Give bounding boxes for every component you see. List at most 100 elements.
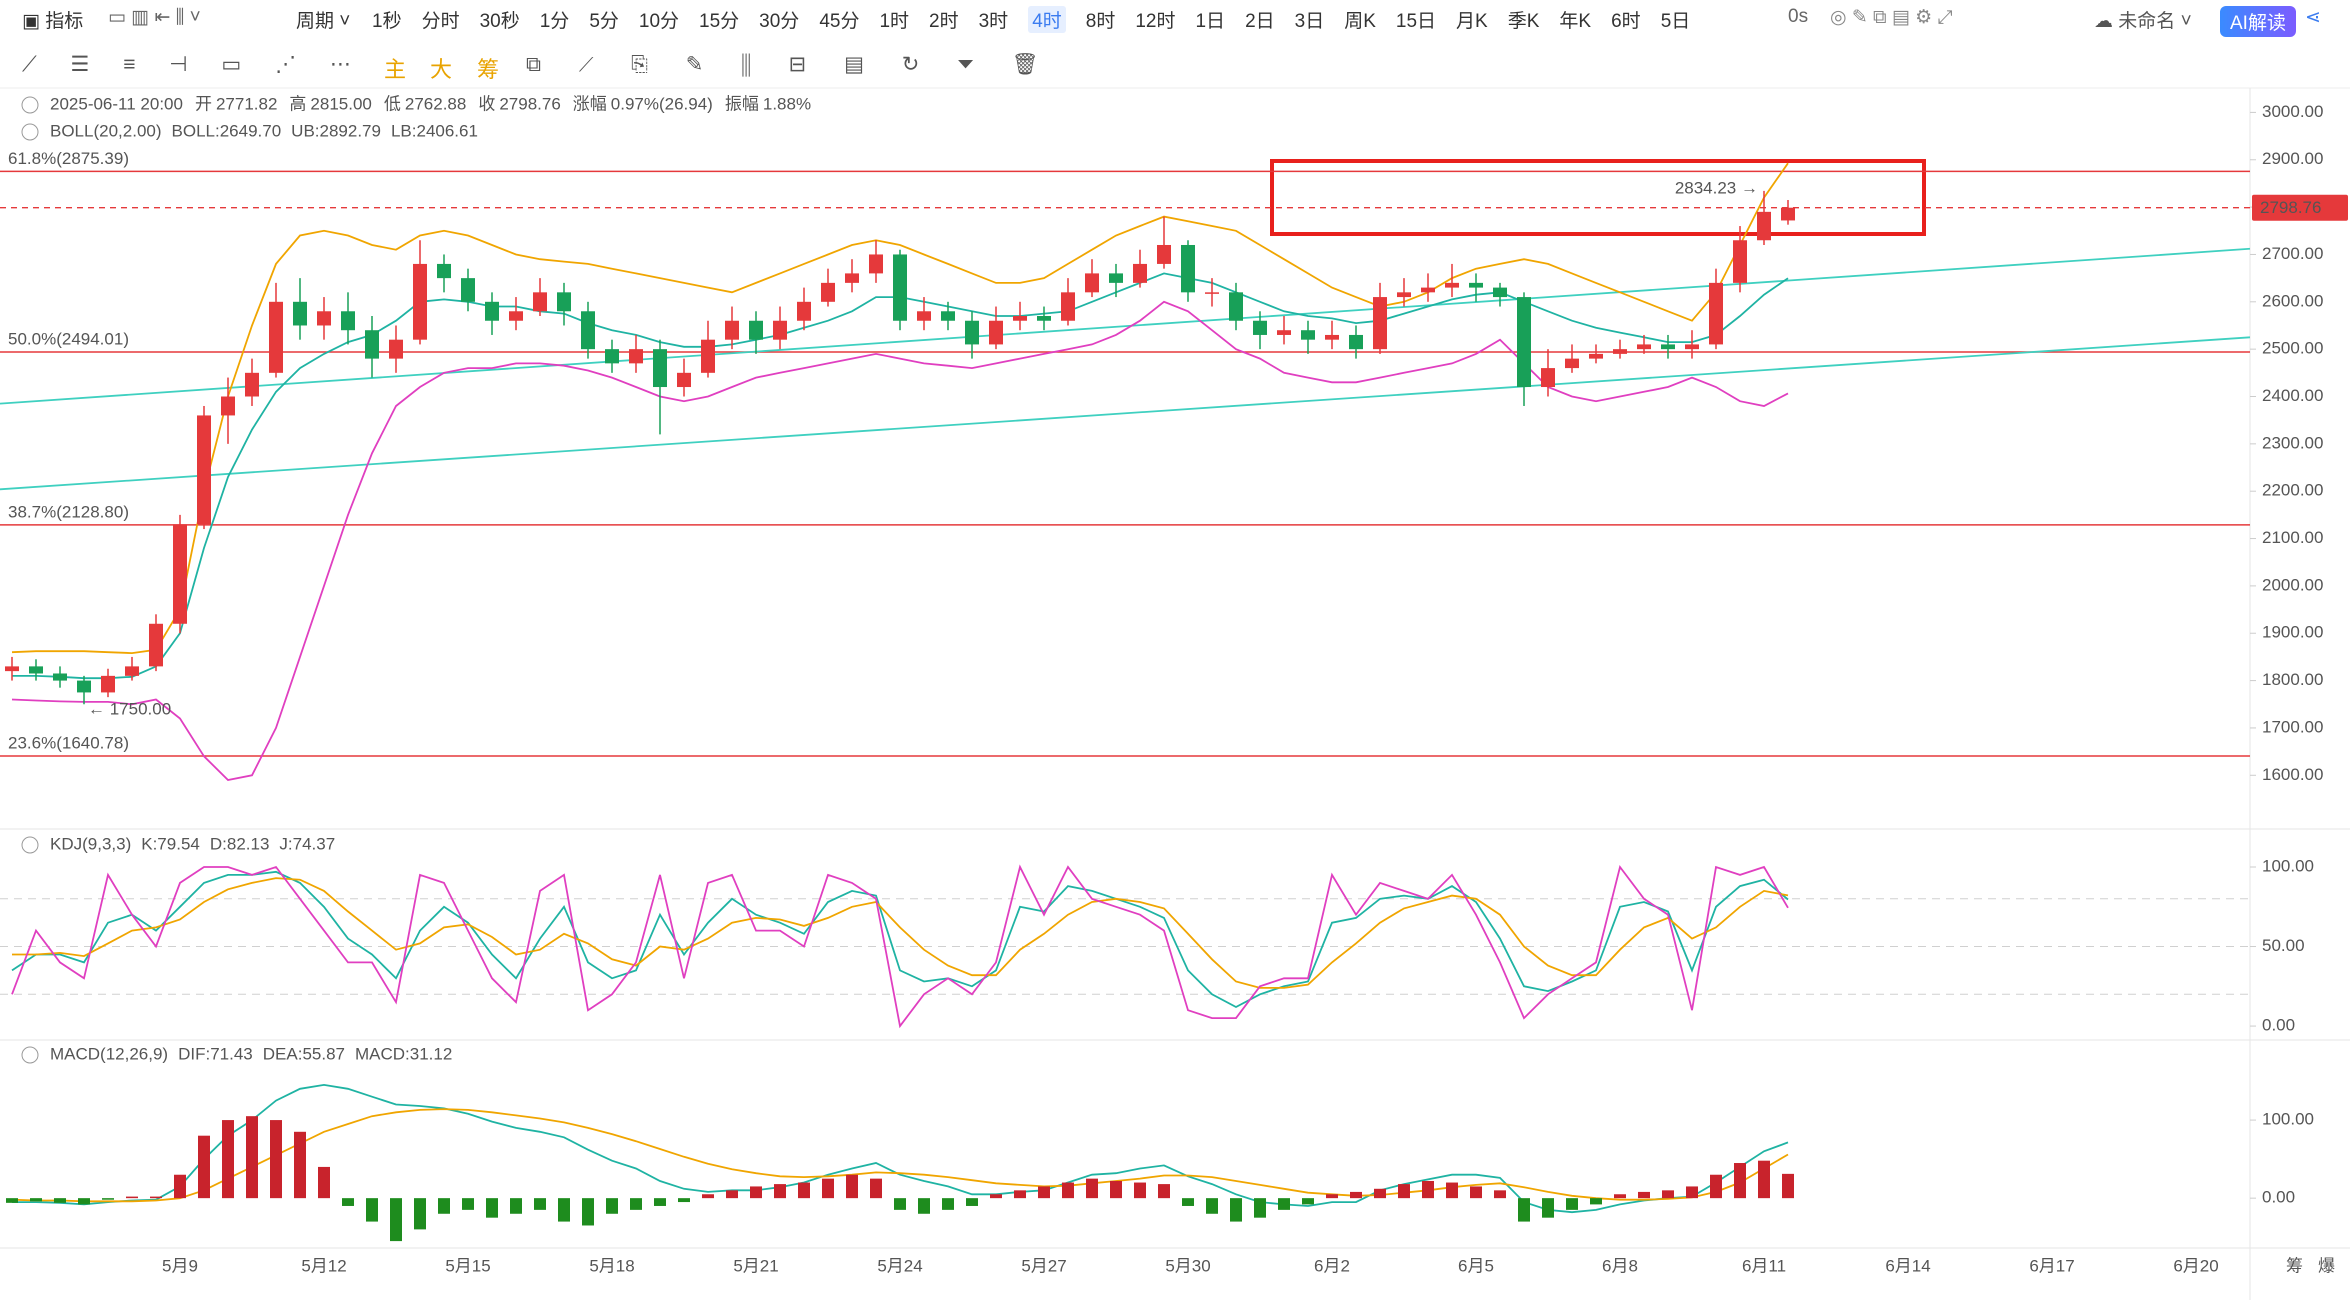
macd-bar xyxy=(462,1198,474,1210)
macd-line xyxy=(11,1108,1789,1203)
ai-button[interactable]: AI解读 xyxy=(2220,6,2296,37)
candle-body xyxy=(1733,240,1747,283)
field-value: 1.88% xyxy=(763,94,811,113)
interval-button[interactable]: 1分 xyxy=(539,11,570,32)
interval-button[interactable]: 12时 xyxy=(1135,11,1176,32)
x-tick-label: 6月8 xyxy=(1602,1256,1638,1275)
interval-button[interactable]: 1日 xyxy=(1195,11,1226,32)
candle-body xyxy=(365,330,379,359)
candle-body xyxy=(1109,273,1123,283)
icon-group[interactable]: ▭ ▥ ⇤ ⫼ ˅ xyxy=(108,7,201,28)
interval-button[interactable]: 30秒 xyxy=(479,11,520,32)
interval-button[interactable]: 分时 xyxy=(421,11,460,32)
field-label: 振幅 xyxy=(725,94,759,113)
y-tick-label: 1900.00 xyxy=(2262,623,2323,642)
macd-bar xyxy=(1422,1180,1434,1199)
candle-body xyxy=(389,339,403,359)
interval-button[interactable]: 5日 xyxy=(1660,11,1691,32)
interval-button[interactable]: 10分 xyxy=(638,11,680,32)
candle-body xyxy=(509,311,523,321)
draw-tools[interactable]: ⟋ ☰ ≡ ⊣ ▭ ⋰ ⋯ xyxy=(22,53,365,76)
chip-tool[interactable]: 筹 xyxy=(477,57,500,82)
collapse-icon[interactable] xyxy=(21,836,39,854)
candle-body xyxy=(125,666,139,676)
field-value: 2762.88 xyxy=(405,94,466,113)
macd-bar xyxy=(654,1198,666,1206)
big-tool[interactable]: 大 xyxy=(430,57,453,82)
interval-button[interactable]: 4时 xyxy=(1028,6,1066,33)
macd-bar xyxy=(726,1190,738,1199)
x-tick-label: 6月5 xyxy=(1458,1256,1494,1275)
highlight-box xyxy=(1270,159,1926,236)
candle-body xyxy=(773,320,787,340)
period-text[interactable]: 周期 xyxy=(296,11,335,32)
macd-bar xyxy=(1182,1198,1194,1206)
candle-body xyxy=(1757,211,1771,241)
side-label[interactable]: 筹 xyxy=(2286,1256,2303,1275)
interval-button[interactable]: 15分 xyxy=(699,11,740,32)
y-tick-label: 2300.00 xyxy=(2262,433,2323,452)
main-tool[interactable]: 主 xyxy=(384,57,407,82)
period-button[interactable]: 周期 ˅ xyxy=(296,11,351,32)
collapse-icon[interactable] xyxy=(21,1046,39,1064)
toolbar: ▣ 指标 ▭ ▥ ⇤ ⫼ ˅ 周期 ˅ 1秒 分时 30秒 1分 5分 10分 15分 30分… xyxy=(0,0,2350,40)
layout-name[interactable]: 未命名 xyxy=(2118,11,2176,32)
macd-bar xyxy=(270,1120,282,1199)
tool-icons[interactable]: ◎ ✎ ⧉ ▤ ⚙ ⤢ xyxy=(1830,7,1953,28)
candle-body xyxy=(917,311,931,321)
macd-bar xyxy=(1614,1194,1626,1199)
macd-bar xyxy=(606,1198,618,1214)
interval-button[interactable]: 2时 xyxy=(929,11,959,32)
candle-body xyxy=(1157,244,1171,264)
candle-body xyxy=(1541,368,1555,388)
field-value: 2771.82 xyxy=(216,94,277,113)
macd-bar xyxy=(1758,1160,1770,1199)
macd-bar xyxy=(1590,1198,1602,1205)
interval-button[interactable]: 1秒 xyxy=(372,11,402,32)
side-label[interactable]: 爆 xyxy=(2318,1256,2335,1275)
candle-body xyxy=(677,372,691,388)
extreme-label: ← 1750.00 xyxy=(88,700,171,719)
share-icon[interactable]: ⋖ xyxy=(2305,7,2321,28)
interval-button[interactable]: 2日 xyxy=(1245,11,1275,32)
interval-button[interactable]: 月K xyxy=(1456,11,1488,32)
candle-body xyxy=(197,415,211,525)
macd-bar xyxy=(294,1131,306,1199)
x-tick-label: 6月20 xyxy=(2173,1256,2218,1275)
candle-body xyxy=(1421,287,1435,293)
interval-button[interactable]: 45分 xyxy=(819,11,860,32)
y-tick-label: 2700.00 xyxy=(2262,244,2323,263)
macd-bar xyxy=(846,1174,858,1199)
interval-button[interactable]: 3日 xyxy=(1294,11,1325,32)
macd-line xyxy=(12,1083,1789,1214)
candle-body xyxy=(221,396,235,416)
layout-button[interactable]: ☁ 未命名 ˅ xyxy=(2094,11,2192,32)
pane-title: MACD(12,26,9) xyxy=(50,1044,168,1063)
more-tools[interactable]: ⧉ ⟋ ⎘ ✎ ⫼ ⊟ ▤ ↻ ⏷ 🗑 xyxy=(526,53,1055,76)
interval-button[interactable]: 8时 xyxy=(1085,11,1116,32)
candle-body xyxy=(245,372,259,397)
collapse-icon[interactable] xyxy=(21,123,39,141)
macd-bar xyxy=(966,1198,978,1206)
candle-body xyxy=(1613,349,1627,354)
collapse-icon[interactable] xyxy=(21,96,39,114)
candle-body xyxy=(1469,282,1483,288)
indicator-button[interactable]: ▣ 指标 xyxy=(22,11,84,32)
candle-body xyxy=(1781,207,1795,221)
interval-button[interactable]: 年K xyxy=(1559,11,1592,32)
candle-body xyxy=(1037,316,1051,321)
macd-bar xyxy=(1326,1194,1338,1199)
candle-body xyxy=(461,278,475,302)
candle-body xyxy=(797,301,811,321)
interval-button[interactable]: 季K xyxy=(1507,11,1540,32)
interval-button[interactable]: 1时 xyxy=(879,11,910,32)
interval-button[interactable]: 6时 xyxy=(1611,11,1641,32)
interval-button[interactable]: 3时 xyxy=(978,11,1009,32)
interval-button[interactable]: 30分 xyxy=(759,11,800,32)
candle-body xyxy=(341,311,355,331)
macd-bar xyxy=(1518,1198,1530,1222)
interval-button[interactable]: 15日 xyxy=(1395,11,1437,32)
interval-button[interactable]: 周K xyxy=(1344,11,1376,32)
interval-button[interactable]: 5分 xyxy=(589,11,619,32)
indicator-text[interactable]: 指标 xyxy=(45,11,84,32)
